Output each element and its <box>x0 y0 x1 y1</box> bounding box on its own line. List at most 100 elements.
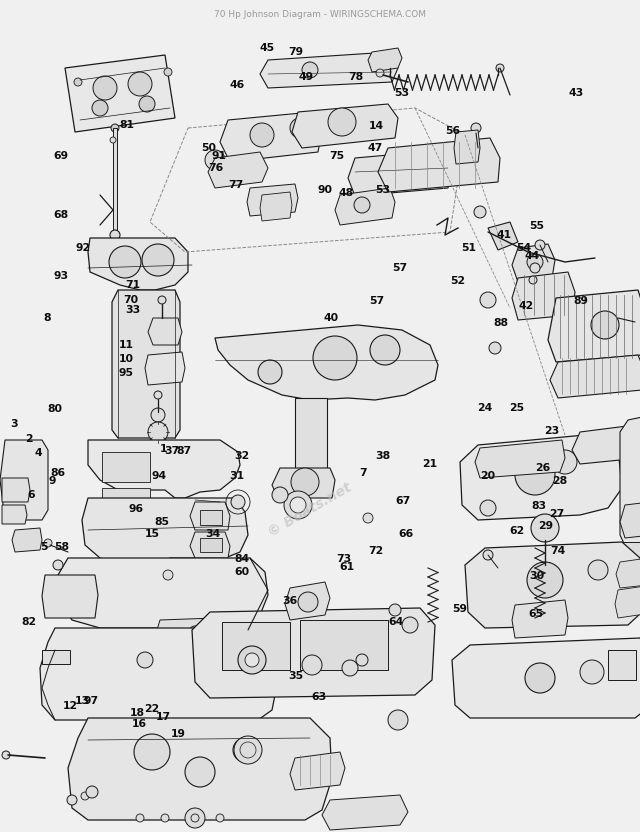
Text: 91: 91 <box>211 151 227 161</box>
Text: 41: 41 <box>497 230 512 240</box>
Circle shape <box>109 246 141 278</box>
Text: 5: 5 <box>40 542 47 552</box>
Circle shape <box>291 468 319 496</box>
Text: 27: 27 <box>549 509 564 519</box>
Circle shape <box>588 560 608 580</box>
Text: 37: 37 <box>164 446 179 456</box>
Circle shape <box>139 96 155 112</box>
Circle shape <box>111 124 119 132</box>
Polygon shape <box>348 150 452 196</box>
Circle shape <box>328 108 356 136</box>
Circle shape <box>151 408 165 422</box>
Polygon shape <box>322 795 408 830</box>
Circle shape <box>92 100 108 116</box>
Text: 64: 64 <box>388 617 403 627</box>
Polygon shape <box>65 55 175 132</box>
Text: 31: 31 <box>229 471 244 481</box>
Circle shape <box>163 570 173 580</box>
Circle shape <box>527 254 543 270</box>
Circle shape <box>245 653 259 667</box>
Text: 14: 14 <box>369 121 384 131</box>
Circle shape <box>342 660 358 676</box>
Circle shape <box>224 164 240 180</box>
Polygon shape <box>378 138 500 192</box>
Text: 32: 32 <box>234 451 250 461</box>
Text: 6: 6 <box>27 490 35 500</box>
Polygon shape <box>247 184 298 216</box>
Bar <box>102 488 150 508</box>
Polygon shape <box>208 152 268 188</box>
Text: 63: 63 <box>311 692 326 702</box>
Circle shape <box>216 814 224 822</box>
Bar <box>200 510 222 525</box>
Polygon shape <box>335 188 395 225</box>
Circle shape <box>191 814 199 822</box>
Text: 55: 55 <box>529 221 544 231</box>
Text: 47: 47 <box>367 143 383 153</box>
Text: 76: 76 <box>209 163 224 173</box>
Bar <box>113 128 117 230</box>
Text: 79: 79 <box>288 47 303 57</box>
Text: 82: 82 <box>21 617 36 627</box>
Circle shape <box>81 792 89 800</box>
Bar <box>222 622 290 670</box>
Text: 38: 38 <box>375 451 390 461</box>
Circle shape <box>302 62 318 78</box>
Text: 42: 42 <box>518 301 534 311</box>
Text: 15: 15 <box>145 529 160 539</box>
Polygon shape <box>512 600 568 638</box>
Polygon shape <box>215 325 438 400</box>
Text: 48: 48 <box>338 188 353 198</box>
Text: 23: 23 <box>544 426 559 436</box>
Text: 84: 84 <box>234 554 250 564</box>
Polygon shape <box>512 244 555 282</box>
Text: 12: 12 <box>63 701 78 711</box>
Circle shape <box>290 118 310 138</box>
Text: 20: 20 <box>480 471 495 481</box>
Text: 89: 89 <box>573 296 589 306</box>
Bar <box>295 398 327 470</box>
Polygon shape <box>550 355 640 398</box>
Polygon shape <box>465 542 640 628</box>
Polygon shape <box>290 752 345 790</box>
Circle shape <box>591 311 619 339</box>
Text: 22: 22 <box>144 704 159 714</box>
Text: 40: 40 <box>324 313 339 323</box>
Text: 93: 93 <box>53 271 68 281</box>
Text: 28: 28 <box>552 476 567 486</box>
Text: 90: 90 <box>317 185 333 195</box>
Circle shape <box>134 734 170 770</box>
Circle shape <box>402 617 418 633</box>
Circle shape <box>162 566 174 578</box>
Circle shape <box>489 342 501 354</box>
Text: 97: 97 <box>84 696 99 706</box>
Circle shape <box>154 391 162 399</box>
Text: 58: 58 <box>54 542 70 552</box>
Polygon shape <box>2 478 30 502</box>
Polygon shape <box>112 290 180 438</box>
Polygon shape <box>192 608 435 698</box>
Polygon shape <box>145 352 185 385</box>
Text: 88: 88 <box>493 318 508 328</box>
Text: 51: 51 <box>461 243 476 253</box>
Text: 25: 25 <box>509 403 525 413</box>
Circle shape <box>161 814 169 822</box>
Circle shape <box>474 206 486 218</box>
Circle shape <box>110 230 120 240</box>
Circle shape <box>272 487 288 503</box>
Circle shape <box>483 550 493 560</box>
Text: 72: 72 <box>369 546 384 556</box>
Text: 77: 77 <box>228 180 243 190</box>
Text: 80: 80 <box>47 404 62 414</box>
Text: 52: 52 <box>450 276 465 286</box>
Bar <box>620 542 640 560</box>
Text: 33: 33 <box>125 305 140 314</box>
Text: 35: 35 <box>288 671 303 681</box>
Circle shape <box>535 240 545 250</box>
Polygon shape <box>572 425 640 464</box>
Polygon shape <box>12 528 42 552</box>
Text: 96: 96 <box>129 504 144 514</box>
Circle shape <box>148 422 168 442</box>
Polygon shape <box>190 532 230 558</box>
Polygon shape <box>620 502 640 538</box>
